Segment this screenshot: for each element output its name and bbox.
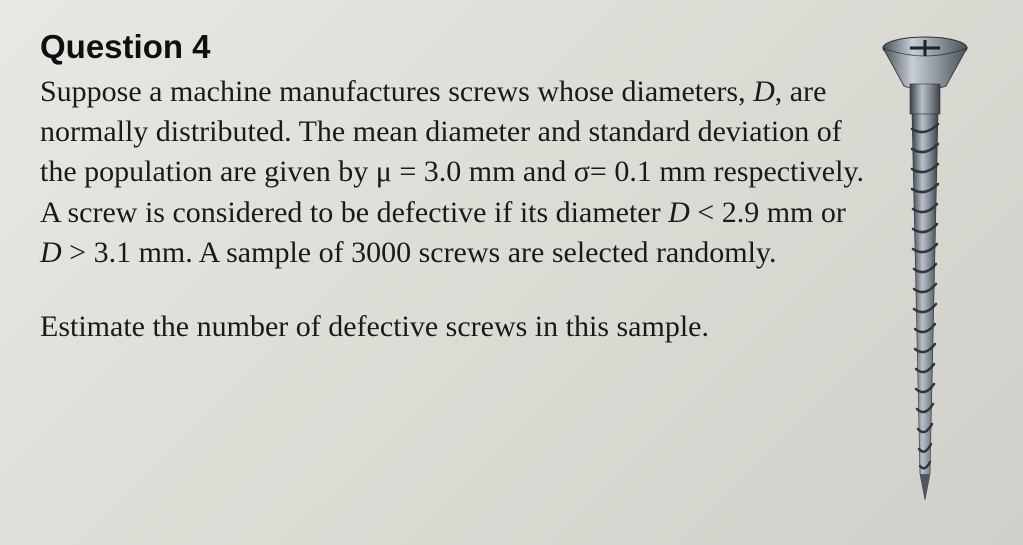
screw-icon [880,34,970,504]
question-title: Question 4 [40,28,870,66]
question-prompt: Estimate the number of defective screws … [40,307,870,347]
question-page: Question 4 Suppose a machine manufacture… [0,0,1023,504]
question-text-block: Question 4 Suppose a machine manufacture… [40,28,870,347]
question-body: Suppose a machine manufactures screws wh… [40,72,870,273]
screw-illustration [870,28,980,504]
